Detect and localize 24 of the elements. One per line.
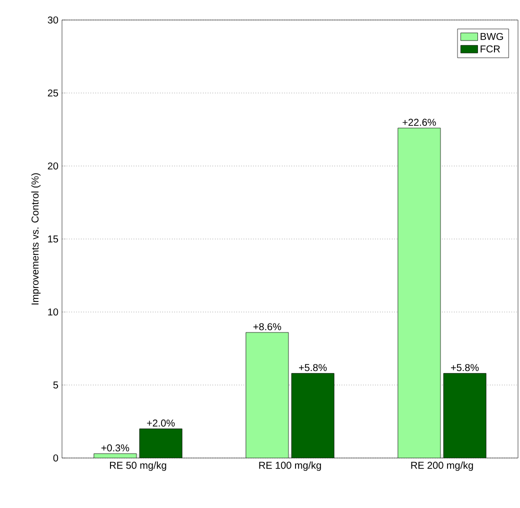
- x-tick-label: RE 200 mg/kg: [411, 462, 473, 471]
- data-label: +2.0%: [147, 420, 175, 427]
- y-tick-label: 5: [53, 382, 58, 388]
- data-label: +5.8%: [451, 364, 479, 372]
- bar: [291, 373, 334, 458]
- bar: [398, 128, 441, 458]
- y-axis-title: Improvements vs. Control (%): [31, 173, 41, 304]
- x-tick-label: RE 100 mg/kg: [259, 462, 321, 471]
- data-label: +0.3%: [101, 444, 130, 452]
- legend-label: BWG: [480, 32, 503, 40]
- bar: [443, 373, 486, 458]
- bar: [139, 428, 182, 458]
- data-label: +5.8%: [299, 364, 327, 372]
- x-tick-label: RE 50 mg/kg: [110, 462, 166, 471]
- y-tick-label: 0: [53, 454, 58, 462]
- y-tick-label: 30: [48, 16, 58, 24]
- legend-label: FCR: [480, 45, 500, 52]
- data-label: +8.6%: [253, 323, 282, 330]
- y-tick-label: 20: [48, 162, 58, 170]
- y-tick-label: 10: [48, 308, 58, 316]
- y-tick-label: 15: [48, 236, 58, 242]
- bar: [246, 332, 289, 458]
- y-tick-label: 25: [48, 89, 58, 97]
- data-label: +22.6%: [402, 118, 436, 126]
